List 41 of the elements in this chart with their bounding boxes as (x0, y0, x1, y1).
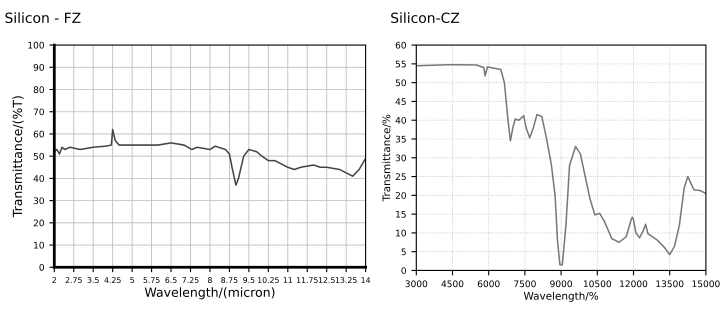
x-tick-label: 12000 (620, 280, 648, 288)
y-axis-title: Transmittance/% (382, 114, 392, 202)
y-tick-label: 50 (34, 152, 44, 160)
y-tick-label: 0 (401, 267, 406, 274)
x-tick-label: 15000 (692, 280, 720, 288)
chart-title: Silicon - FZ (5, 12, 81, 24)
x-tick-label: 6000 (478, 280, 500, 288)
y-tick-label: 10 (34, 242, 44, 249)
y-tick-label: 55 (396, 60, 406, 68)
y-tick-label: 30 (34, 197, 44, 204)
line-series (416, 64, 706, 266)
y-tick-label: 5 (402, 248, 406, 256)
y-tick-label: 10 (396, 230, 406, 236)
x-tick-label: 9000 (550, 280, 572, 288)
y-tick-label: 80 (34, 86, 44, 94)
y-tick-label: 35 (396, 136, 406, 143)
y-tick-label: 90 (34, 64, 44, 71)
x-tick-label: 4500 (441, 280, 464, 288)
x-tick-label: 7500 (514, 280, 536, 288)
chart-title: Silicon-CZ (391, 12, 460, 24)
x-axis-title: Wavelength/% (524, 292, 598, 302)
x-tick-label: 13500 (656, 280, 684, 288)
x-tick-label: 3000 (406, 280, 428, 288)
x-axis-title: Wavelength/(micron) (144, 287, 274, 300)
y-tick-label: 20 (396, 192, 406, 199)
y-tick-label: 0 (39, 264, 44, 271)
y-tick-label: 60 (34, 130, 44, 138)
y-axis-title: Transmittance/(%T) (12, 96, 24, 218)
y-tick-label: 40 (34, 175, 44, 182)
y-tick-label: 45 (396, 98, 406, 105)
y-tick-label: 15 (396, 210, 406, 218)
y-tick-label: 100 (28, 42, 44, 49)
y-tick-label: 70 (34, 108, 44, 116)
y-tick-label: 20 (34, 220, 44, 226)
y-tick-label: 60 (396, 42, 406, 49)
x-tick-label: 10500 (584, 280, 612, 288)
line-series (54, 128, 366, 186)
y-tick-label: 40 (396, 116, 406, 124)
y-tick-label: 50 (396, 79, 406, 86)
y-tick-label: 25 (396, 173, 406, 180)
y-tick-label: 30 (396, 154, 406, 162)
